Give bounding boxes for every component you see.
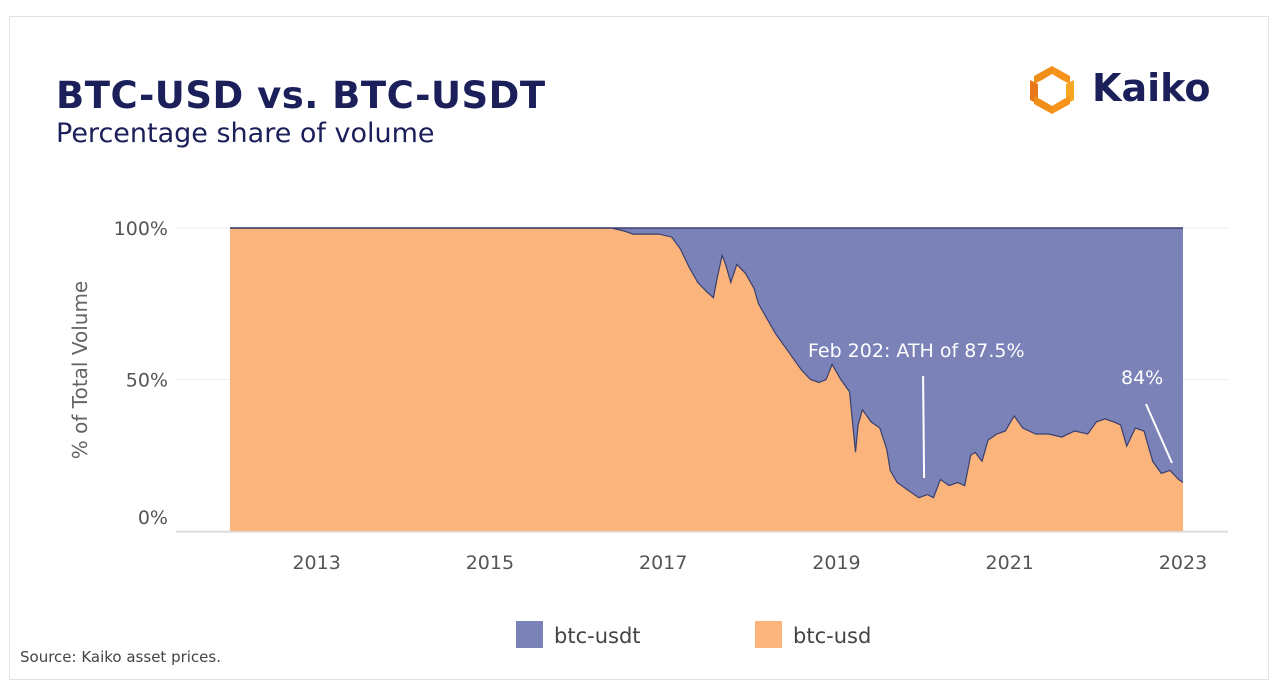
y-axis-label: % of Total Volume (68, 281, 92, 459)
x-tick-label: 2015 (466, 552, 514, 574)
areas (230, 227, 1184, 531)
chart-title: BTC-USD vs. BTC-USDT (56, 74, 546, 117)
annotation-84-label: 84% (1121, 367, 1163, 389)
chart-subtitle: Percentage share of volume (56, 118, 435, 149)
brand-name: Kaiko (1092, 66, 1211, 110)
legend: btc-usdt btc-usd (516, 621, 871, 648)
y-tick-label: 0% (138, 507, 168, 529)
legend-label-btc-usdt: btc-usdt (554, 624, 641, 648)
x-tick-label: 2023 (1159, 552, 1207, 574)
x-axis: 2013 2015 2017 2019 2021 2023 (292, 552, 1207, 574)
legend-swatch-btc-usdt (516, 621, 543, 648)
legend-label-btc-usd: btc-usd (793, 624, 871, 648)
series-btc-usd-area (230, 228, 1183, 531)
annotations: Feb 202: ATH of 87.5% 84% (808, 340, 1173, 479)
annotation-ath-pointer (922, 375, 926, 479)
y-tick-label: 50% (126, 370, 168, 392)
annotation-ath-label: Feb 202: ATH of 87.5% (808, 340, 1025, 362)
kaiko-logo-icon (1030, 66, 1074, 114)
annotation-84-pointer (1145, 403, 1173, 464)
series-boundary-line (230, 227, 1184, 499)
source-note: Source: Kaiko asset prices. (20, 648, 221, 666)
legend-swatch-btc-usd (755, 621, 782, 648)
x-tick-label: 2021 (986, 552, 1034, 574)
x-tick-label: 2013 (292, 552, 340, 574)
x-tick-label: 2017 (639, 552, 687, 574)
y-tick-label: 100% (114, 218, 168, 240)
y-axis: 0% 50% 100% (114, 218, 168, 529)
x-tick-label: 2019 (812, 552, 860, 574)
